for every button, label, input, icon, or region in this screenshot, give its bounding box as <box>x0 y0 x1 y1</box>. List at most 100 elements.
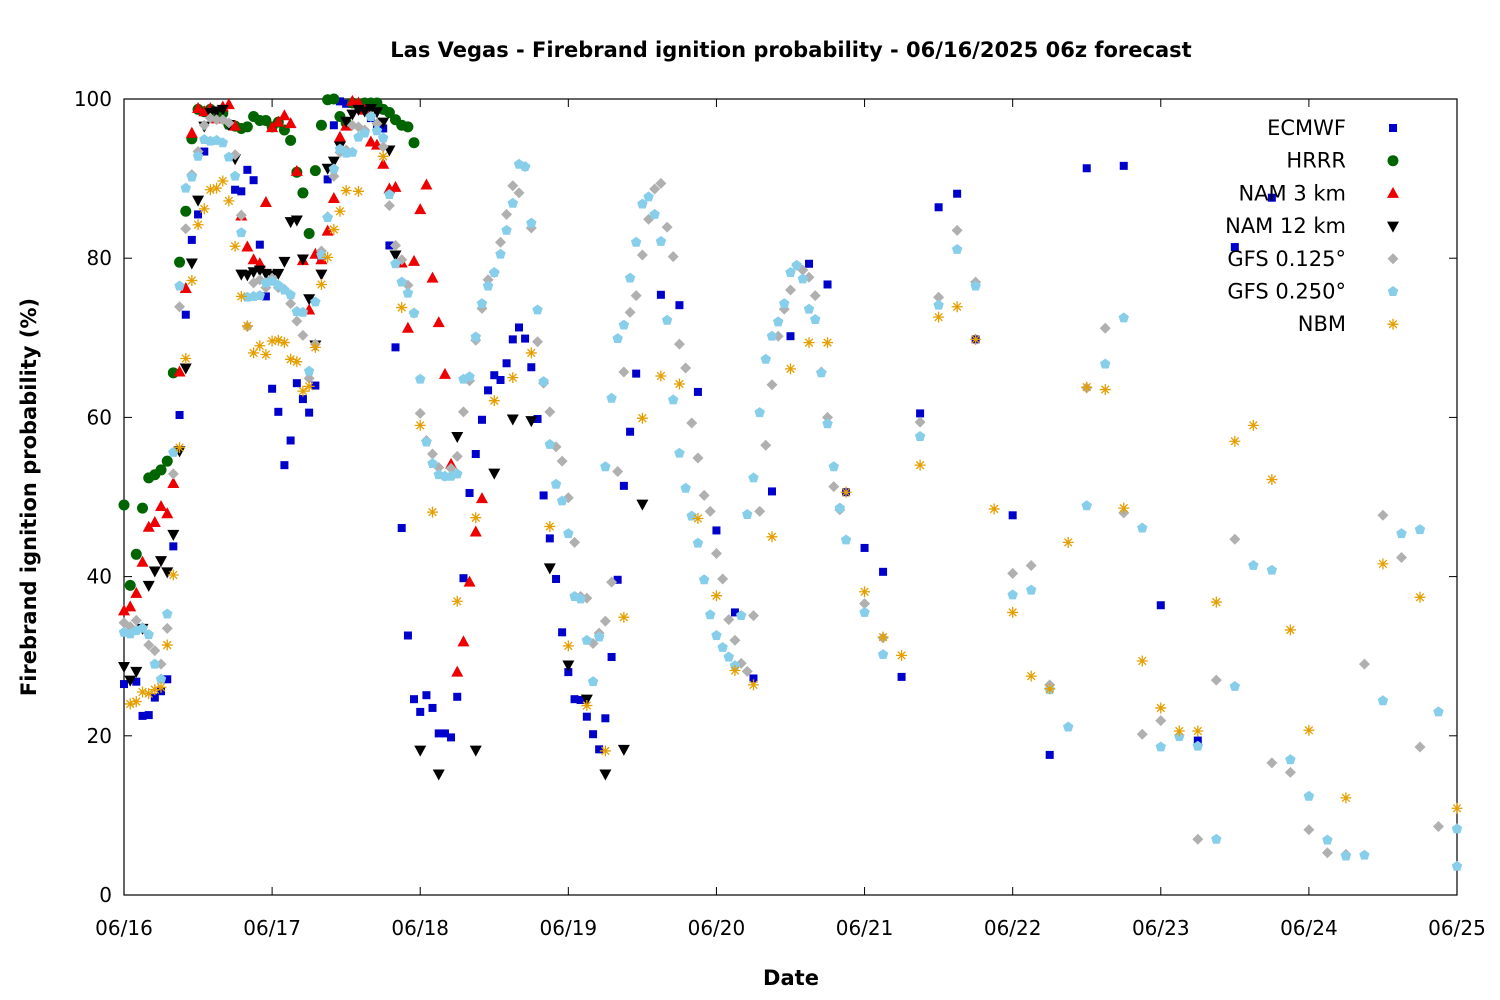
data-point <box>241 270 254 282</box>
data-point <box>297 187 309 199</box>
data-point <box>161 567 174 579</box>
data-point <box>167 468 179 480</box>
data-point <box>285 353 297 365</box>
data-point <box>315 278 327 290</box>
data-point <box>1137 522 1148 533</box>
data-point <box>1155 702 1167 714</box>
data-point <box>118 662 130 674</box>
data-point <box>1025 584 1037 595</box>
data-point <box>563 528 574 539</box>
data-point <box>328 93 340 105</box>
data-point <box>692 452 704 464</box>
data-point <box>636 249 648 261</box>
data-point <box>1451 823 1463 834</box>
legend-label: NBM <box>1298 312 1346 336</box>
data-point <box>465 489 474 498</box>
data-point <box>427 448 439 460</box>
data-point <box>595 745 604 754</box>
data-point <box>428 703 437 712</box>
data-point <box>305 408 314 417</box>
data-point <box>828 481 840 493</box>
data-point <box>181 310 190 319</box>
data-point <box>1414 591 1426 603</box>
data-point <box>216 104 229 116</box>
data-point <box>471 450 480 459</box>
data-point <box>693 387 702 396</box>
data-point <box>377 117 390 129</box>
data-point <box>329 121 338 130</box>
data-point <box>717 573 729 585</box>
data-point <box>236 227 247 238</box>
data-point <box>1008 511 1017 520</box>
data-point <box>291 315 303 327</box>
data-point <box>192 195 205 207</box>
legend-marker <box>1387 221 1399 233</box>
data-point <box>1211 833 1222 844</box>
data-point <box>385 241 394 250</box>
data-point <box>383 107 395 119</box>
data-point <box>816 367 827 378</box>
data-point <box>315 119 327 131</box>
data-point <box>494 236 506 248</box>
data-point <box>1118 502 1130 514</box>
data-point <box>933 291 945 303</box>
data-point <box>389 239 401 251</box>
data-point <box>333 130 346 142</box>
data-point <box>488 468 501 480</box>
data-point <box>149 684 161 696</box>
data-point <box>335 97 344 106</box>
data-point <box>297 329 309 341</box>
data-point <box>410 695 419 704</box>
data-point <box>180 205 192 217</box>
data-point <box>434 729 443 738</box>
data-point <box>142 580 155 592</box>
data-point <box>200 147 209 156</box>
data-point <box>1082 164 1091 173</box>
data-point <box>988 503 1000 515</box>
data-point <box>427 506 439 518</box>
data-point <box>142 520 155 532</box>
data-point <box>587 676 599 687</box>
data-point <box>766 531 778 543</box>
data-point <box>469 525 482 537</box>
data-point <box>1303 824 1315 836</box>
x-tick-label: 06/19 <box>540 916 598 940</box>
data-point <box>124 579 136 591</box>
data-point <box>148 566 161 578</box>
data-point <box>291 356 303 368</box>
data-point <box>169 542 178 551</box>
data-point <box>168 446 179 457</box>
data-point <box>174 301 186 313</box>
data-point <box>272 268 285 280</box>
data-point <box>877 631 889 643</box>
data-point <box>359 127 370 138</box>
data-point <box>1007 567 1019 579</box>
data-point <box>1414 524 1426 535</box>
data-point <box>914 416 926 428</box>
data-point <box>253 257 266 269</box>
data-point <box>278 256 291 268</box>
data-point <box>370 107 383 119</box>
data-point <box>352 96 365 108</box>
data-point <box>346 119 358 131</box>
data-point <box>292 379 301 388</box>
data-point <box>933 311 945 323</box>
chart-title: Las Vegas - Firebrand ignition probabili… <box>390 38 1191 62</box>
data-point <box>1285 754 1296 765</box>
data-point <box>290 215 303 227</box>
data-point <box>501 224 512 235</box>
legend-marker <box>1387 253 1399 265</box>
data-point <box>760 353 771 364</box>
data-point <box>432 316 445 328</box>
data-point <box>124 600 137 612</box>
data-point <box>674 447 685 458</box>
data-point <box>180 352 192 364</box>
data-point <box>649 208 660 219</box>
x-axis: 06/16 06/17 06/18 06/19 06/20 06/21 06/22 06/23… <box>95 99 1486 940</box>
data-point <box>570 695 579 704</box>
legend-label: NAM 12 km <box>1225 214 1346 238</box>
data-point <box>211 114 223 126</box>
data-point <box>632 369 641 378</box>
data-point <box>247 253 260 265</box>
